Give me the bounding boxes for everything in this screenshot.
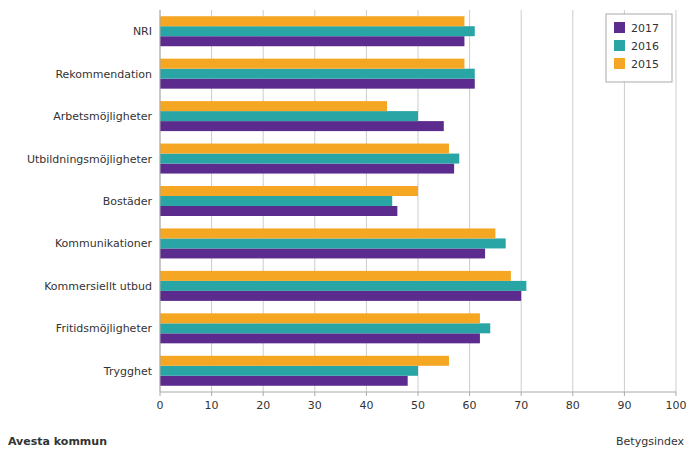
x-tick-label: 0 <box>157 399 164 412</box>
x-tick-label: 30 <box>308 399 322 412</box>
bar <box>160 154 459 164</box>
category-label: NRI <box>133 25 152 38</box>
bar <box>160 144 449 154</box>
grid-line <box>521 10 522 392</box>
grid-line <box>160 10 161 392</box>
category-label: Kommersiellt utbud <box>44 280 152 293</box>
x-axis-label: Betygsindex <box>616 435 684 448</box>
x-tick <box>211 392 212 396</box>
category-label: Kommunikationer <box>55 237 153 250</box>
bar <box>160 186 418 196</box>
x-tick <box>418 392 419 396</box>
x-tick <box>572 392 573 396</box>
bar <box>160 69 475 79</box>
bar <box>160 164 454 174</box>
x-tick <box>160 392 161 396</box>
category-label: Trygghet <box>103 365 153 378</box>
bar <box>160 206 397 216</box>
category-label: Bostäder <box>103 195 153 208</box>
x-tick <box>263 392 264 396</box>
bar <box>160 196 392 206</box>
x-tick-label: 100 <box>666 399 687 412</box>
category-label: Utbildningsmöjligheter <box>27 153 153 166</box>
grid <box>160 10 676 392</box>
bar <box>160 376 408 386</box>
bar <box>160 238 506 248</box>
bar <box>160 59 464 69</box>
legend-label: 2016 <box>631 40 659 53</box>
bar <box>160 323 490 333</box>
bar <box>160 313 480 323</box>
x-tick <box>366 392 367 396</box>
legend-label: 2015 <box>631 58 659 71</box>
grid-line <box>572 10 573 392</box>
bar <box>160 281 526 291</box>
y-axis-line <box>160 10 161 392</box>
x-tick-label: 50 <box>411 399 425 412</box>
category-label: Fritidsmöjligheter <box>56 322 153 335</box>
x-tick-label: 80 <box>566 399 580 412</box>
x-tick <box>521 392 522 396</box>
legend-swatch <box>614 40 625 51</box>
legend-frame <box>606 14 672 82</box>
grid-line <box>676 10 677 392</box>
footer: Avesta kommun <box>8 435 107 448</box>
bar <box>160 248 485 258</box>
bar <box>160 356 449 366</box>
x-tick <box>469 392 470 396</box>
bar <box>160 111 418 121</box>
bars <box>160 16 526 386</box>
x-tick-label: 40 <box>359 399 373 412</box>
legend-swatch <box>614 58 625 69</box>
x-tick <box>314 392 315 396</box>
x-tick-label: 90 <box>617 399 631 412</box>
bar <box>160 366 418 376</box>
bar <box>160 121 444 131</box>
bar <box>160 333 480 343</box>
x-tick <box>676 392 677 396</box>
bar <box>160 271 511 281</box>
x-tick-label: 60 <box>463 399 477 412</box>
x-tick-label: 20 <box>256 399 270 412</box>
chart: 0 10 20 30 40 50 60 70 80 90 100 NRI Rekommendation A… <box>0 0 692 455</box>
bar <box>160 36 464 46</box>
legend-swatch <box>614 22 625 33</box>
bar <box>160 16 464 26</box>
category-label: Rekommendation <box>55 68 152 81</box>
x-axis-line <box>160 392 676 393</box>
bar <box>160 228 495 238</box>
bar <box>160 26 475 36</box>
bar <box>160 291 521 301</box>
bar <box>160 79 475 89</box>
x-tick-label: 70 <box>514 399 528 412</box>
x-tick-label: 10 <box>205 399 219 412</box>
category-label: Arbetsmöjligheter <box>53 110 152 123</box>
x-tick <box>624 392 625 396</box>
legend: 2017 2016 2015 <box>606 14 672 82</box>
bar <box>160 101 387 111</box>
legend-label: 2017 <box>631 22 659 35</box>
